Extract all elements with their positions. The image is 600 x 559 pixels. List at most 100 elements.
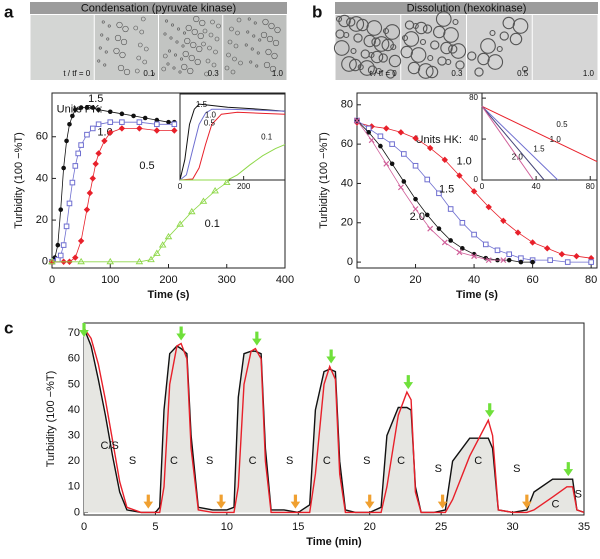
droplet (385, 69, 396, 79)
droplet (214, 36, 220, 42)
series-line (481, 105, 598, 163)
annotation: S (435, 463, 442, 475)
marker (460, 246, 465, 251)
marker (84, 105, 90, 110)
marker (436, 226, 442, 231)
series-label: 1.0 (550, 135, 562, 144)
arrow (290, 494, 301, 509)
marker (494, 247, 501, 254)
droplet (452, 18, 459, 26)
micrograph (467, 15, 532, 80)
series-line (180, 144, 286, 181)
x-axis-label: Time (s) (456, 289, 498, 301)
x-tick-label: 80 (585, 274, 597, 286)
droplet (360, 49, 370, 59)
inset-frame (179, 93, 286, 181)
marker (424, 212, 430, 218)
marker (518, 255, 524, 261)
droplet (414, 21, 428, 35)
y-tick-label: 20 (341, 217, 353, 229)
droplet (191, 28, 198, 36)
droplet (123, 68, 131, 76)
x-tick-label: 0 (81, 521, 87, 533)
marker (48, 257, 56, 265)
droplet (274, 26, 281, 34)
marker (147, 255, 155, 263)
droplet (348, 16, 365, 32)
series-label: 1.5 (196, 100, 208, 109)
marker (119, 111, 125, 117)
droplet (211, 62, 217, 68)
inset-frame (481, 92, 598, 181)
marker (136, 125, 143, 132)
arrow (437, 494, 448, 509)
droplet (346, 17, 356, 27)
marker (69, 179, 76, 186)
marker (530, 259, 535, 265)
series-label: 1.0 (205, 110, 217, 119)
y-tick-label: 10 (68, 481, 80, 493)
arrow (79, 323, 89, 337)
x-tick-label: 30 (506, 521, 518, 533)
droplet (450, 43, 467, 59)
droplet (134, 68, 140, 74)
marker (60, 242, 67, 248)
droplet (165, 19, 169, 23)
y-tick-label: 30 (68, 430, 80, 442)
y-tick-label: 80 (341, 99, 353, 111)
series-label: 1.5 (533, 144, 545, 153)
marker (354, 117, 360, 124)
panel-label: c (4, 318, 13, 337)
droplet (201, 41, 206, 47)
marker (89, 125, 96, 132)
arrow (403, 375, 414, 390)
marker (448, 238, 453, 243)
series-label: 1.5 (439, 183, 454, 195)
marker (401, 151, 407, 157)
marker (64, 138, 69, 144)
image-label: 0.3 (451, 69, 463, 78)
droplet (477, 52, 490, 66)
annotation: S (286, 455, 293, 467)
x-tick-label: 20 (364, 521, 376, 533)
droplet (435, 11, 452, 27)
marker (470, 188, 478, 195)
marker (514, 229, 522, 236)
header-bar (335, 2, 598, 14)
series-label: 0.1 (205, 218, 220, 230)
marker (77, 257, 85, 265)
x-tick-label: 200 (237, 182, 251, 191)
droplet (350, 47, 357, 55)
droplet (388, 54, 402, 68)
droplet (185, 24, 192, 32)
droplet (271, 52, 278, 60)
x-tick-label: 20 (409, 274, 421, 286)
droplet (208, 32, 214, 38)
droplet (136, 55, 142, 61)
marker (164, 232, 173, 240)
droplet (338, 14, 351, 28)
droplet (496, 45, 503, 53)
marker (366, 130, 372, 135)
droplet (401, 34, 409, 42)
marker (142, 115, 148, 121)
droplet (390, 43, 397, 51)
droplet (178, 70, 182, 74)
marker (90, 105, 96, 110)
series-line (52, 128, 175, 263)
area (84, 328, 584, 513)
marker (96, 107, 101, 112)
marker (441, 239, 448, 246)
marker (78, 142, 84, 148)
y-tick-label: 40 (469, 134, 478, 143)
droplet (101, 20, 105, 24)
droplet (427, 54, 434, 62)
arrow (176, 326, 186, 341)
series-label: 0.5 (556, 120, 568, 129)
droplet (163, 32, 167, 36)
arrow (522, 494, 532, 509)
x-tick-label: 0 (480, 182, 485, 191)
series-label: 0.5 (139, 160, 154, 172)
droplet (174, 53, 178, 57)
